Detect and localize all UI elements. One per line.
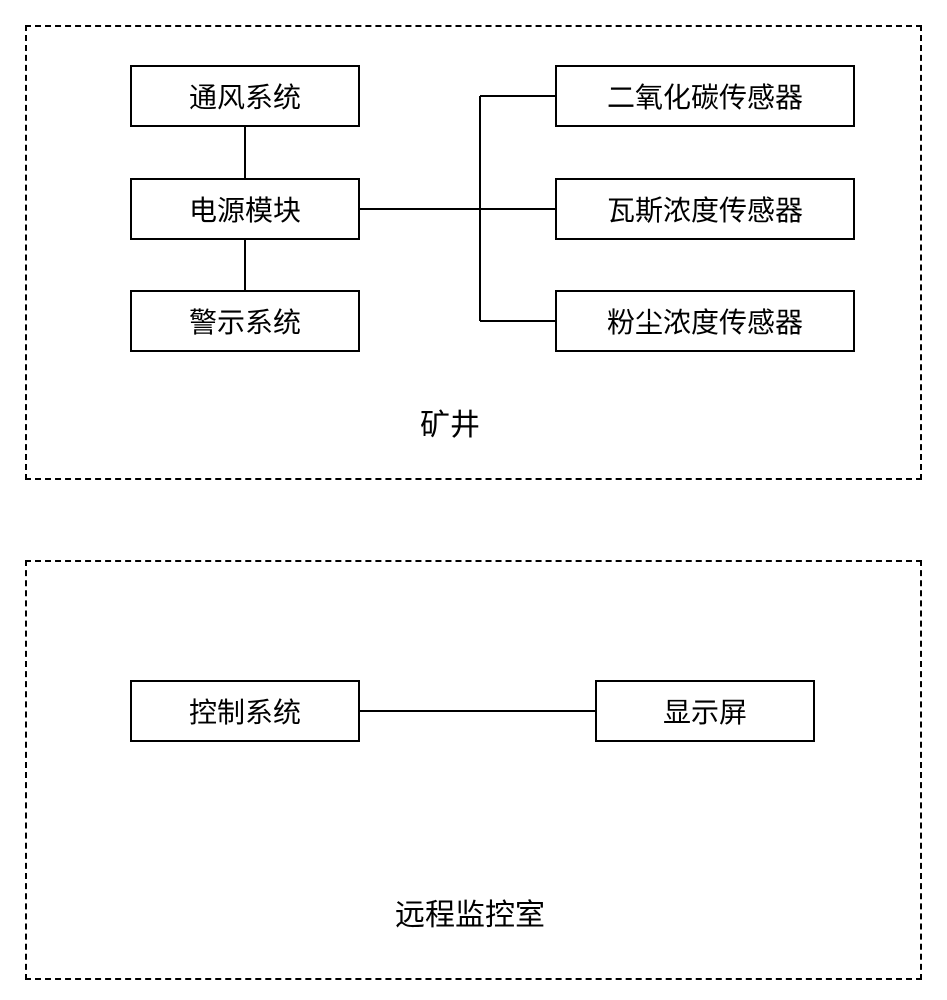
node-power-label: 电源模块 — [189, 189, 301, 229]
node-display-label: 显示屏 — [663, 691, 747, 731]
node-control-sys-label: 控制系统 — [189, 691, 301, 731]
node-co2-sensor: 二氧化碳传感器 — [555, 65, 855, 127]
diagram-canvas: 通风系统 电源模块 警示系统 二氧化碳传感器 瓦斯浓度传感器 粉尘浓度传感器 控… — [0, 0, 947, 1000]
region-mine-label: 矿井 — [420, 400, 480, 444]
node-gas-sensor: 瓦斯浓度传感器 — [555, 178, 855, 240]
node-warning: 警示系统 — [130, 290, 360, 352]
node-control-sys: 控制系统 — [130, 680, 360, 742]
node-ventilation-label: 通风系统 — [189, 76, 301, 116]
node-warning-label: 警示系统 — [189, 301, 301, 341]
node-display: 显示屏 — [595, 680, 815, 742]
node-power: 电源模块 — [130, 178, 360, 240]
node-dust-sensor: 粉尘浓度传感器 — [555, 290, 855, 352]
node-dust-sensor-label: 粉尘浓度传感器 — [607, 301, 803, 341]
node-co2-sensor-label: 二氧化碳传感器 — [607, 76, 803, 116]
node-gas-sensor-label: 瓦斯浓度传感器 — [607, 189, 803, 229]
region-control-room-label: 远程监控室 — [395, 890, 545, 934]
node-ventilation: 通风系统 — [130, 65, 360, 127]
